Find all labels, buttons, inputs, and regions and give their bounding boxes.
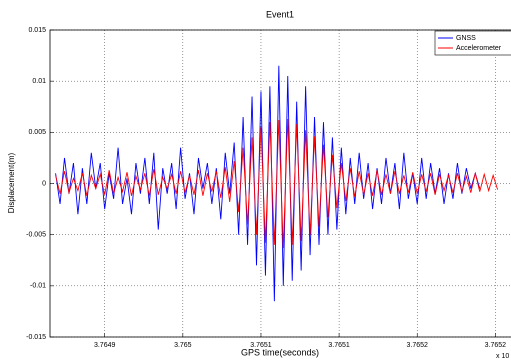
y-tick-label: -0.005 [26,232,46,239]
y-tick-label: 0.005 [28,129,46,136]
x-axis-label: GPS time(seconds) [241,347,319,357]
x-tick-label: 3.7651 [250,342,272,349]
y-tick-label: -0.01 [30,283,46,290]
legend-box [434,30,511,56]
y-tick-label: 0 [42,180,46,187]
y-tick-label: 0.01 [32,78,46,85]
legend-label: GNSS [456,35,476,42]
y-tick-label: -0.015 [26,334,46,341]
x-tick-label: 3.7652 [485,342,507,349]
x-tick-label: 3.7652 [407,342,429,349]
x-tick-label: 3.765 [174,342,192,349]
series-line [55,119,499,248]
x-multiplier: x 10 [496,353,509,360]
x-tick-label: 3.7649 [94,342,116,349]
chart-title: Event1 [266,9,294,19]
y-tick-label: 0.015 [28,27,46,34]
legend-label: Accelerometer [456,45,502,52]
plot-lines [55,65,499,302]
x-tick-label: 3.7651 [328,342,350,349]
y-axis-label: Displacement(m) [7,152,16,213]
